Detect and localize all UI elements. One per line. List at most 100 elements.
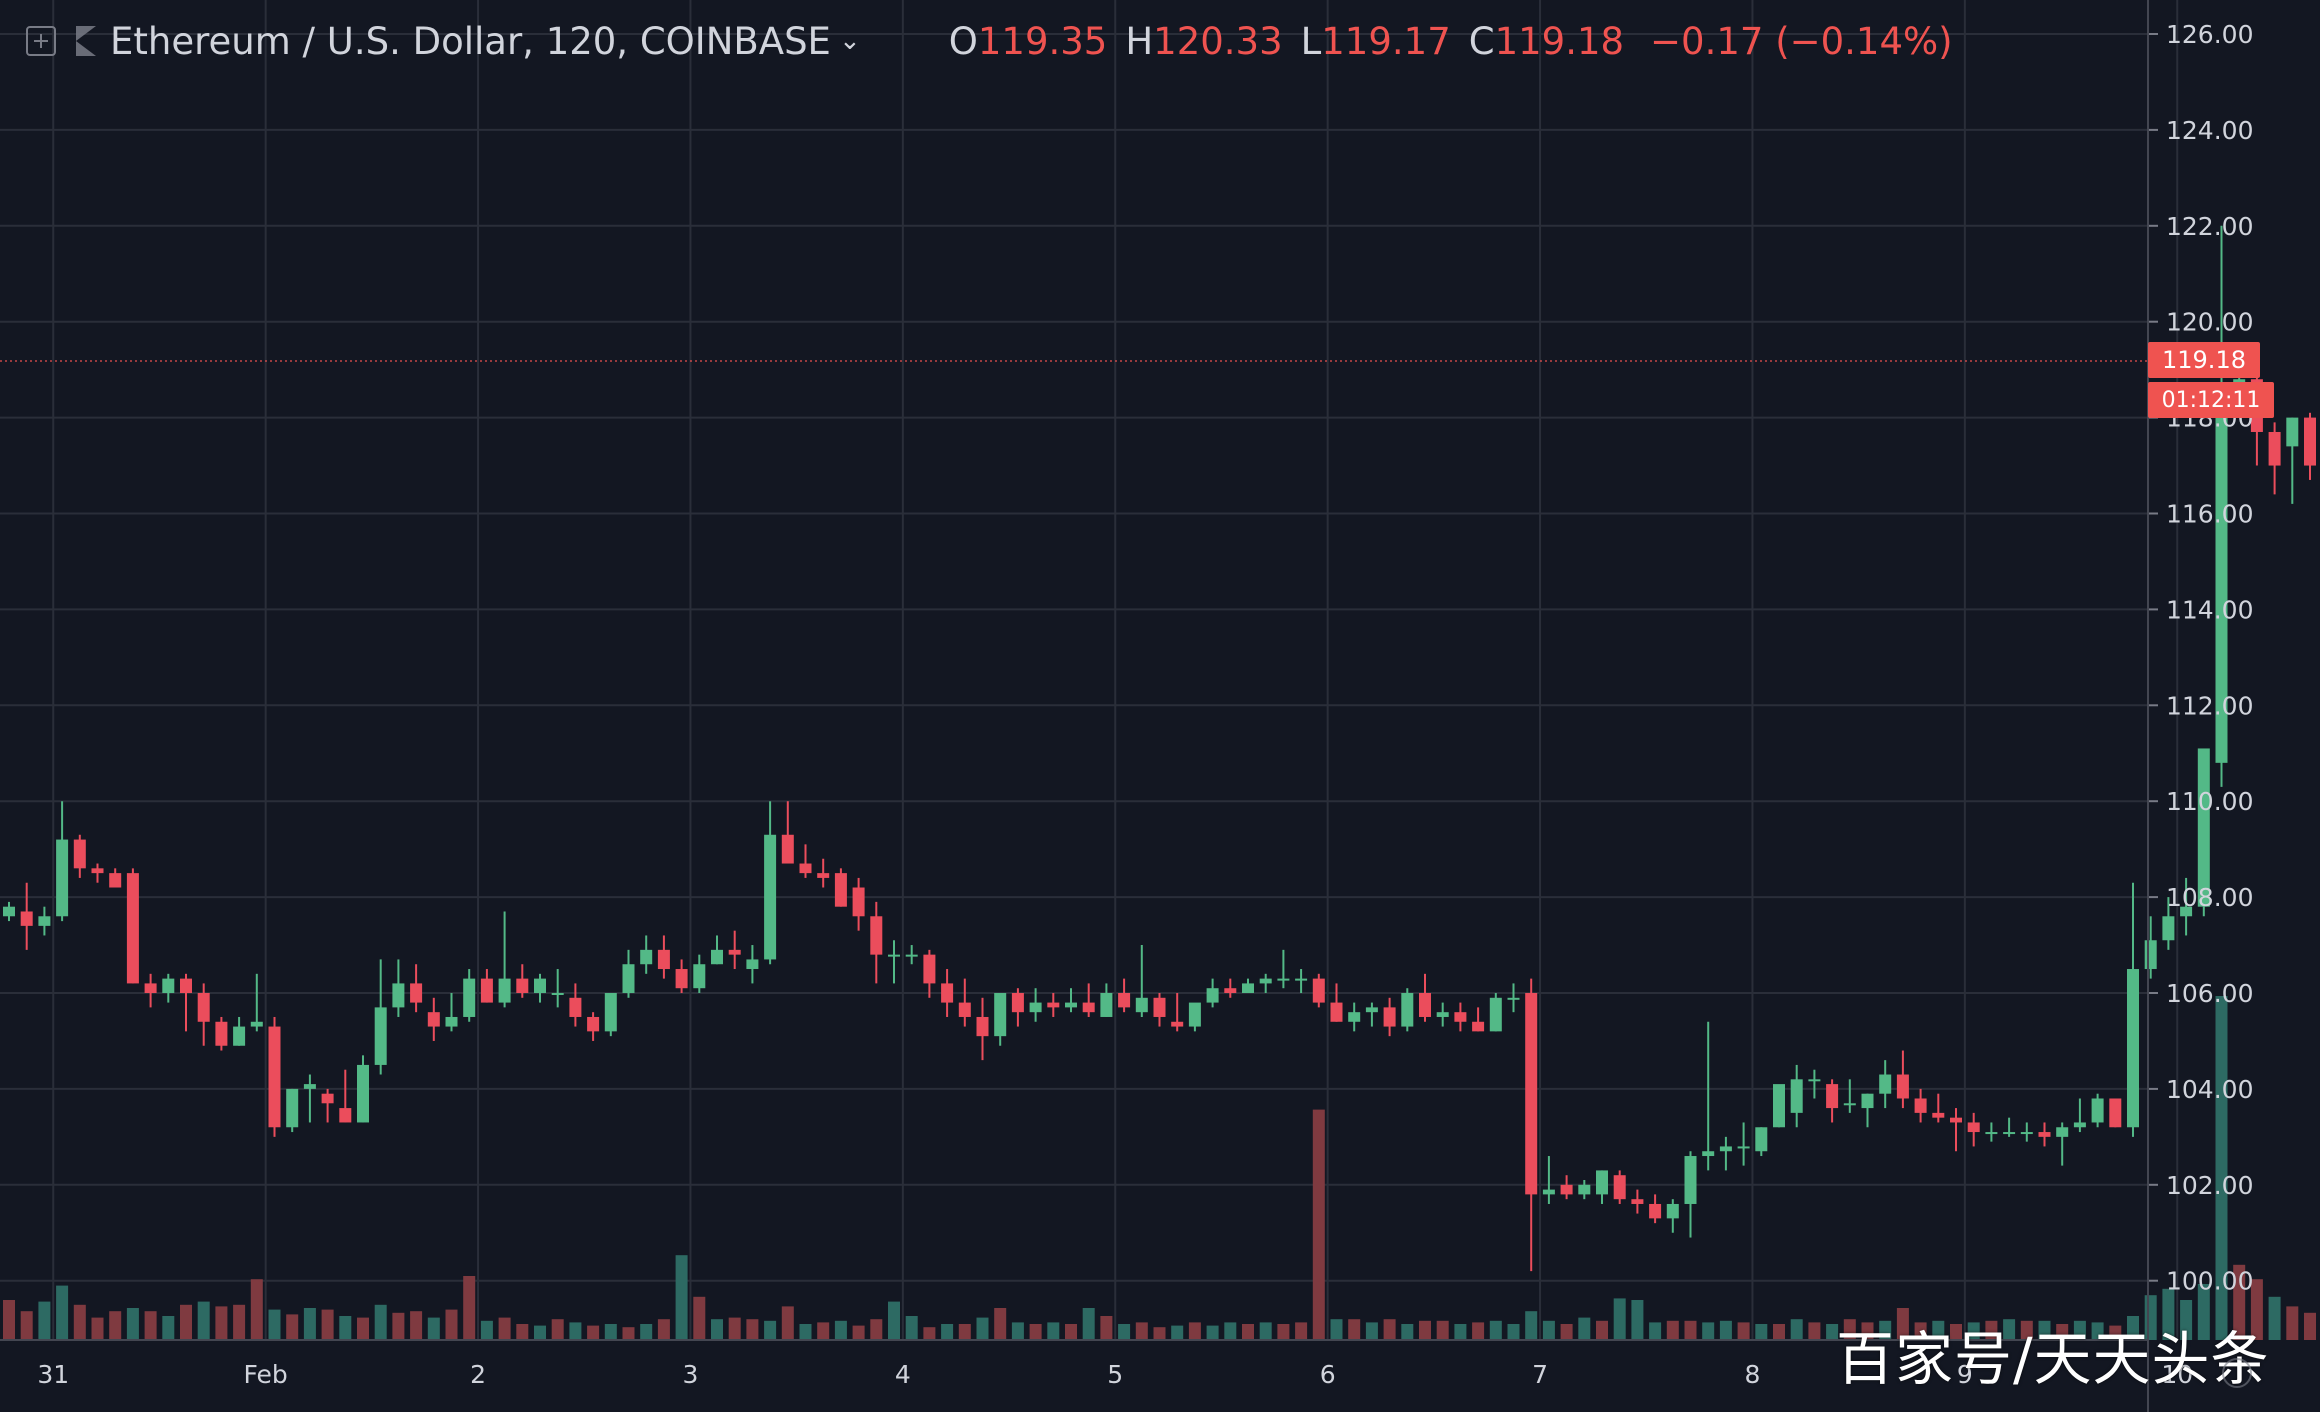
- volume-bar: [1401, 1324, 1414, 1340]
- volume-bar: [657, 1319, 670, 1340]
- candle-body: [604, 993, 617, 1032]
- candle: [2091, 1093, 2104, 1128]
- volume-bar: [1135, 1322, 1148, 1340]
- candle-body: [410, 983, 423, 1003]
- candle-body: [162, 978, 175, 993]
- candle: [1542, 1156, 1555, 1204]
- y-tick-label: 120.00: [2166, 308, 2253, 337]
- candle-body: [197, 993, 210, 1022]
- candle-body: [976, 1016, 989, 1037]
- candle: [321, 1088, 334, 1123]
- x-tick-label: 3: [682, 1360, 698, 1389]
- candle-body: [1542, 1189, 1555, 1195]
- candle-body: [1312, 978, 1325, 1003]
- candle: [480, 969, 493, 1003]
- volume-bar: [2304, 1312, 2316, 1340]
- candle-body: [1879, 1074, 1892, 1094]
- time-axis[interactable]: 31Feb234567891011: [0, 1339, 2320, 1389]
- candle: [976, 997, 989, 1061]
- volume-bar: [1472, 1322, 1485, 1340]
- candle: [1188, 1002, 1201, 1032]
- candle-body: [905, 954, 918, 957]
- candle: [268, 1016, 281, 1137]
- candle-body: [2091, 1098, 2104, 1123]
- candle: [1932, 1093, 1945, 1123]
- candle: [1649, 1194, 1662, 1224]
- gear-icon[interactable]: [2222, 1358, 2252, 1388]
- volume-bar: [73, 1304, 86, 1340]
- grid-lines: [0, 0, 2179, 1340]
- volume-bar: [1649, 1322, 1662, 1340]
- volume-bar: [1861, 1322, 1874, 1340]
- volume-bar: [1666, 1320, 1679, 1340]
- volume-bar: [1914, 1322, 1927, 1340]
- volume-bar: [215, 1306, 228, 1340]
- candle: [1047, 993, 1060, 1017]
- volume-bar: [1737, 1322, 1750, 1340]
- candle-body: [941, 983, 954, 1003]
- candle-body: [1118, 993, 1131, 1008]
- flag-icon[interactable]: [76, 26, 96, 56]
- chevron-down-icon[interactable]: ⌄: [838, 26, 861, 56]
- candle-body: [20, 911, 33, 926]
- candle-body: [268, 1026, 281, 1128]
- candle: [38, 906, 51, 936]
- volume-bar: [1967, 1322, 1980, 1340]
- candle: [1454, 1002, 1467, 1032]
- volume-bar: [56, 1285, 69, 1340]
- volume-bar: [410, 1311, 423, 1340]
- candle: [569, 983, 582, 1027]
- volume-bar: [1684, 1320, 1697, 1340]
- volume-bar: [675, 1255, 688, 1340]
- candle-body: [2109, 1098, 2122, 1128]
- volume-bar: [1171, 1325, 1184, 1340]
- volume-bar: [569, 1322, 582, 1340]
- price-change: −0.17 (−0.14%): [1650, 19, 1953, 63]
- x-tick-label: 2: [470, 1360, 486, 1389]
- candle-body: [374, 1007, 387, 1065]
- candle: [1082, 983, 1095, 1017]
- volume-bar: [2250, 1279, 2263, 1340]
- candle-body: [781, 834, 794, 864]
- candle-body: [834, 873, 847, 907]
- candle-body: [1206, 988, 1219, 1003]
- volume-bar: [180, 1304, 192, 1340]
- candle-body: [1684, 1156, 1697, 1204]
- price-axis[interactable]: 100.00 102.00 104.00 106.00 108.00 110.00 112.…: [2147, 0, 2253, 1412]
- candle-body: [852, 887, 865, 917]
- candle: [303, 1074, 316, 1123]
- volume-bar: [321, 1309, 334, 1340]
- volume-bar: [1631, 1300, 1644, 1340]
- candle: [2003, 1117, 2016, 1137]
- candle-body: [3, 906, 15, 917]
- candle: [994, 993, 1007, 1046]
- candle: [852, 877, 865, 931]
- volume-bar: [1985, 1320, 1998, 1340]
- candle-body: [1808, 1079, 1821, 1082]
- candle-body: [958, 1002, 971, 1017]
- candle-body: [569, 997, 582, 1017]
- candle: [923, 949, 936, 998]
- candle-body: [73, 839, 86, 869]
- volume-bar: [976, 1317, 989, 1340]
- collapse-plus-icon[interactable]: [26, 26, 56, 56]
- volume-bar: [1242, 1324, 1254, 1340]
- symbol-title[interactable]: Ethereum / U.S. Dollar, 120, COINBASE: [110, 19, 831, 63]
- candle: [1773, 1084, 1785, 1128]
- candle: [622, 949, 635, 998]
- candle-body: [994, 993, 1007, 1037]
- candle-body: [923, 954, 936, 984]
- candle: [2144, 916, 2157, 979]
- candle-body: [1188, 1002, 1201, 1027]
- last-price-label: 119.18: [2148, 342, 2260, 378]
- candle-body: [1985, 1132, 1998, 1135]
- candle-body: [392, 983, 405, 1008]
- volume-bar: [2180, 1300, 2193, 1340]
- candle-body: [1277, 978, 1290, 981]
- candle: [1472, 1007, 1485, 1032]
- volume-bars: [3, 996, 2316, 1340]
- candle: [1914, 1088, 1927, 1123]
- candle-body: [2215, 393, 2228, 763]
- volume-bar: [1719, 1320, 1732, 1340]
